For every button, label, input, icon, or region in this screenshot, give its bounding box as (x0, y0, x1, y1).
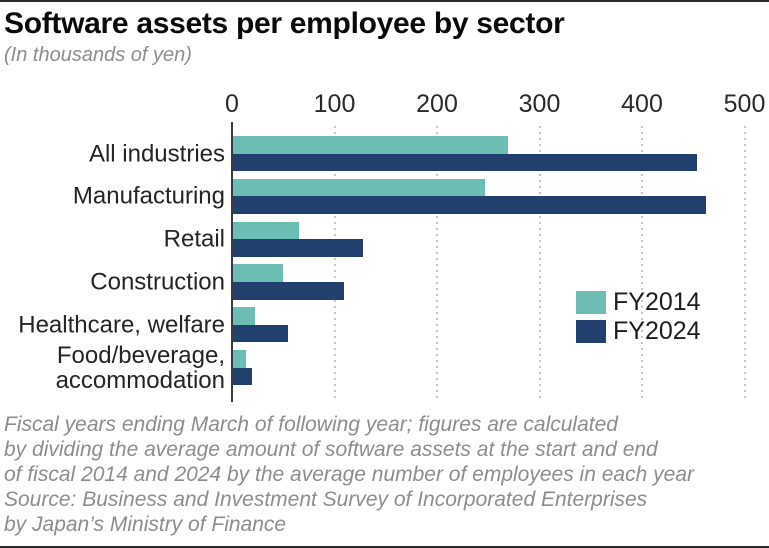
bar-fy2024-all (233, 153, 698, 172)
footnote-line: by dividing the average amount of softwa… (4, 438, 658, 461)
y-axis-line (231, 122, 233, 402)
legend-row-fy2024: FY2024 (576, 317, 701, 346)
bar-fy2024-manufacturing (233, 196, 706, 214)
footnote-line: by Japan’s Ministry of Finance (4, 513, 287, 536)
category-label: Construction (90, 268, 225, 296)
x-tick-label: 500 (723, 90, 766, 118)
bar-fy2024-healthcare (233, 324, 289, 343)
footnote-line: of fiscal 2014 and 2024 by the average n… (4, 463, 694, 486)
legend-label-fy2014: FY2014 (613, 288, 701, 316)
x-tick-label: 100 (313, 90, 356, 118)
bar-fy2014-healthcare (233, 307, 255, 325)
gridline (436, 126, 438, 402)
x-tick-label: 300 (518, 90, 561, 118)
bar-fy2014-construction (233, 264, 284, 282)
page-title: Software assets per employee by sector (4, 7, 565, 40)
gridline (333, 126, 336, 402)
category-label: Food/beverage, accommodation (55, 341, 225, 394)
category-label: Retail (163, 225, 225, 253)
legend-swatch-fy2014 (576, 291, 606, 314)
footnote-line: Source: Business and Investment Survey o… (4, 488, 648, 511)
gridline (743, 126, 746, 402)
bar-fy2024-food (233, 367, 253, 386)
legend: FY2014 FY2024 (576, 288, 701, 346)
category-label: Manufacturing (72, 182, 225, 210)
footnote-line: Fiscal years ending March of following y… (4, 413, 618, 436)
gridline (641, 126, 643, 402)
x-tick-label: 0 (225, 90, 239, 118)
category-label: All industries (88, 140, 225, 168)
gridline (538, 126, 541, 402)
bar-fy2014-all (233, 136, 508, 154)
bar-fy2014-food (233, 350, 247, 368)
bottom-rule (0, 546, 769, 548)
bar-fy2024-construction (233, 282, 344, 300)
footnote: Fiscal years ending March of following y… (4, 412, 766, 537)
x-tick-label: 200 (416, 90, 458, 118)
legend-label-fy2024: FY2024 (613, 317, 701, 345)
legend-swatch-fy2024 (576, 320, 606, 343)
top-rule (0, 0, 769, 2)
bar-fy2024-retail (233, 239, 364, 257)
bar-fy2014-retail (233, 221, 299, 240)
x-tick-label: 400 (621, 90, 663, 118)
legend-row-fy2014: FY2014 (576, 288, 701, 317)
chart-subtitle: (In thousands of yen) (4, 44, 192, 66)
category-label: Healthcare, welfare (18, 311, 225, 339)
bar-fy2014-manufacturing (233, 178, 486, 197)
